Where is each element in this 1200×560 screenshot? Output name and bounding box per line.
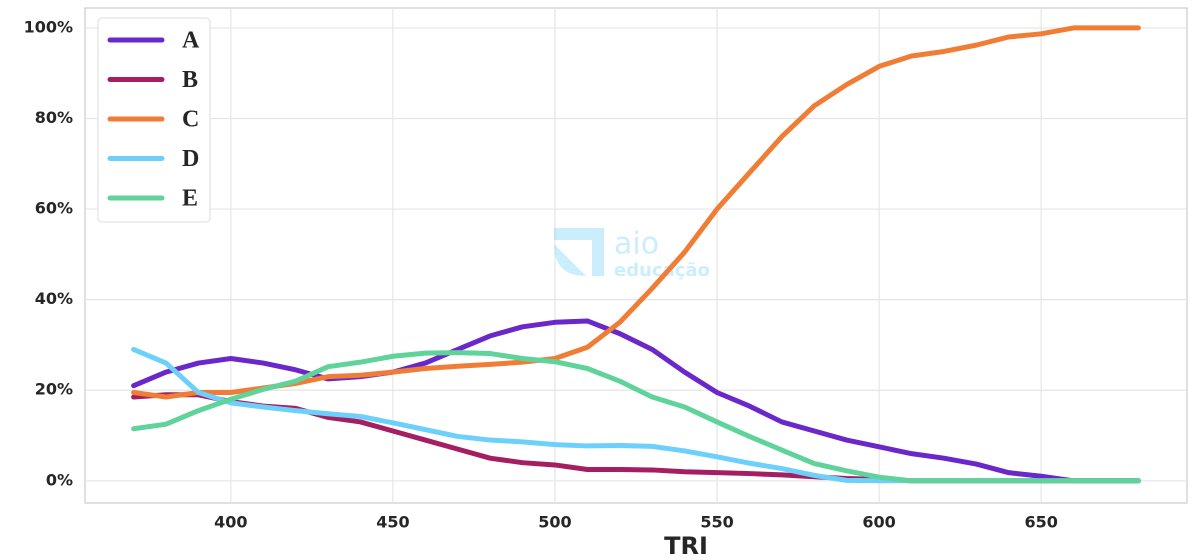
watermark-logo xyxy=(554,228,604,276)
x-tick-label: 500 xyxy=(538,513,571,532)
x-tick-label: 650 xyxy=(1024,513,1057,532)
legend-label: C xyxy=(182,107,199,133)
legend-label: B xyxy=(182,67,198,93)
plot-area xyxy=(84,7,1188,504)
y-tick-label: 100% xyxy=(24,17,73,36)
legend-label: A xyxy=(182,28,200,54)
x-tick-label: 400 xyxy=(214,513,247,532)
y-tick-label: 60% xyxy=(35,199,73,218)
watermark-text: aio xyxy=(614,227,659,262)
y-tick-label: 20% xyxy=(35,380,73,399)
series-line xyxy=(131,25,1141,400)
y-tick-label: 40% xyxy=(35,289,73,308)
x-tick-label: 450 xyxy=(376,513,409,532)
x-tick-label: 550 xyxy=(700,513,733,532)
series-line xyxy=(131,318,1141,484)
watermark-text: educação xyxy=(614,260,710,281)
legend-label: D xyxy=(182,146,199,172)
x-tick-label: 600 xyxy=(862,513,895,532)
series-line xyxy=(131,350,1141,484)
y-tick-label: 80% xyxy=(35,108,73,127)
x-axis-label: TRI xyxy=(664,532,708,560)
y-tick-label: 0% xyxy=(46,470,73,489)
legend-label: E xyxy=(182,186,198,212)
